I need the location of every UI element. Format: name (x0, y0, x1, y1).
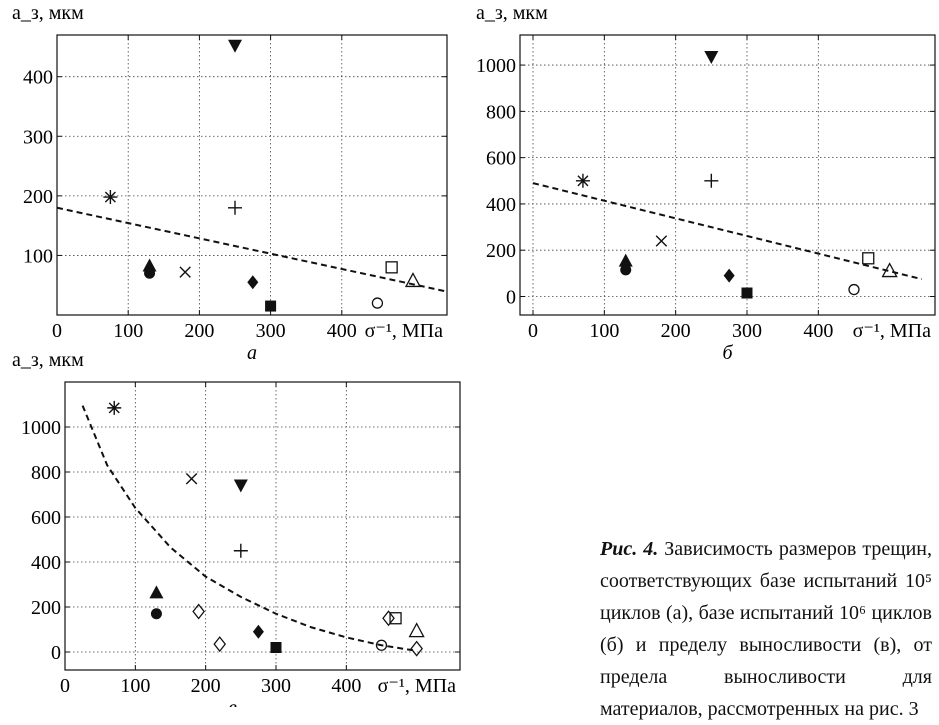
marker-filled-square (265, 300, 277, 312)
trend-line (532, 182, 922, 281)
x-tick-label: 0 (60, 675, 70, 697)
plot-frame (519, 34, 936, 316)
marker-filled-triangle (142, 258, 157, 272)
grid (520, 35, 935, 315)
y-axis-label: a_з, мкм (12, 349, 84, 371)
marker-plus (228, 200, 242, 215)
y-tick-label: 200 (486, 240, 516, 262)
figure-caption: Рис. 4. Зависимость размеров трещин, соо… (600, 533, 932, 725)
marker-open-circle (371, 297, 384, 309)
y-tick-label: 1000 (21, 417, 61, 439)
marker-open-square (385, 261, 398, 274)
y-tick-label: 1000 (476, 55, 516, 77)
panel-label: б (722, 342, 733, 364)
x-axis-label: σ⁻¹, МПа (853, 320, 932, 342)
chart-a: 100 200 300 400 0 100 200 300 400 a_з, мкм σ⁻¹, МП… (12, 2, 448, 364)
marker-open-square (389, 612, 402, 625)
y-tick-label: 400 (486, 194, 516, 216)
y-tick-label: 800 (31, 462, 61, 484)
panel-label: в (228, 697, 237, 707)
chart-b: 0 200 400 600 800 1000 0 100 200 300 400 a_з, мкм σ⁻… (476, 2, 936, 364)
marker-open-diamond (410, 640, 423, 657)
x-tick-label: 300 (732, 320, 762, 342)
x-tick-label: 300 (261, 675, 291, 697)
y-tick-label: 400 (23, 67, 53, 89)
x-tick-label: 300 (256, 320, 286, 342)
caption-text: Зависимость размеров трещин, соответству… (600, 538, 932, 720)
data-points (103, 39, 422, 312)
y-tick-label: 200 (31, 597, 61, 619)
marker-asterisk (107, 400, 122, 415)
marker-filled-diamond (723, 268, 735, 283)
x-axis-label: σ⁻¹, МПа (378, 675, 457, 697)
x-tick-label: 100 (120, 675, 150, 697)
marker-filled-diamond (247, 275, 259, 290)
marker-open-diamond (382, 610, 395, 627)
marker-filled-square (270, 642, 282, 653)
marker-asterisk (103, 190, 118, 205)
marker-cross (655, 235, 668, 247)
y-tick-label: 800 (486, 101, 516, 123)
y-tick-label: 400 (31, 552, 61, 574)
y-axis-label: a_з, мкм (476, 2, 548, 24)
marker-filled-triangle-down (704, 50, 719, 64)
x-tick-label: 100 (589, 320, 619, 342)
x-tick-label: 0 (52, 320, 62, 342)
data-points (575, 50, 898, 299)
x-tick-label: 200 (184, 320, 214, 342)
marker-plus (704, 173, 719, 188)
y-tick-label: 100 (23, 245, 53, 267)
marker-filled-diamond (252, 624, 264, 639)
marker-open-triangle (404, 272, 422, 288)
x-tick-label: 400 (331, 675, 361, 697)
x-axis-label: σ⁻¹, МПа (365, 320, 444, 342)
data-points (107, 400, 425, 657)
caption-figure-number: Рис. 4. (600, 538, 659, 560)
x-tick-label: 400 (803, 320, 833, 342)
marker-asterisk (575, 173, 590, 188)
plot-frame (56, 34, 448, 316)
panel-label: а (247, 342, 257, 364)
y-tick-label: 600 (31, 507, 61, 529)
marker-cross (185, 473, 198, 485)
figure-canvas: 100 200 300 400 0 100 200 300 400 a_з, мкм σ⁻¹, МП… (12, 2, 936, 707)
marker-open-triangle (408, 622, 425, 638)
marker-filled-circle (150, 608, 162, 620)
grid (65, 382, 460, 670)
marker-plus (233, 543, 248, 558)
x-tick-label: 200 (191, 675, 221, 697)
trend-line (57, 206, 446, 293)
marker-filled-square (741, 287, 753, 299)
marker-open-circle (375, 639, 388, 651)
x-tick-label: 0 (528, 320, 538, 342)
marker-open-diamond (213, 636, 227, 653)
x-tick-label: 200 (661, 320, 691, 342)
marker-open-diamond (192, 603, 205, 620)
marker-filled-triangle (618, 253, 633, 267)
marker-filled-triangle-down (233, 479, 248, 493)
trend-line (81, 405, 417, 652)
x-tick-label: 100 (113, 320, 143, 342)
y-axis-label: a_з, мкм (12, 2, 84, 24)
marker-filled-triangle-down (228, 39, 242, 53)
chart-c: 0 200 400 600 800 1000 0 100 200 300 400 a_з, мкм σ⁻… (12, 349, 461, 707)
plot-frame (64, 381, 461, 671)
y-tick-label: 200 (23, 186, 53, 208)
y-tick-label: 0 (506, 286, 516, 308)
marker-filled-triangle (149, 585, 164, 599)
marker-open-triangle (881, 262, 898, 278)
y-tick-label: 300 (23, 126, 53, 148)
marker-open-circle (848, 283, 860, 296)
y-tick-label: 600 (486, 148, 516, 170)
marker-cross (179, 266, 191, 278)
y-tick-label: 0 (51, 642, 61, 664)
marker-filled-circle (620, 264, 632, 276)
marker-filled-circle (144, 267, 156, 279)
x-tick-label: 400 (327, 320, 357, 342)
marker-open-square (862, 252, 875, 265)
